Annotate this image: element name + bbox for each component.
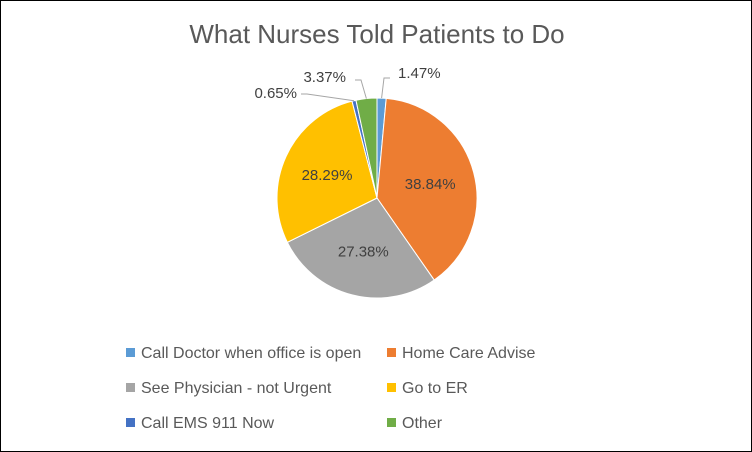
data-label-0: 1.47% xyxy=(398,65,441,82)
legend-label-2: See Physician - not Urgent xyxy=(141,380,332,397)
legend-swatch-3 xyxy=(387,383,396,393)
legend-item-4: Call EMS 911 Now xyxy=(126,415,274,433)
pie-slice-1 xyxy=(376,97,478,281)
data-label-3: 28.29% xyxy=(302,167,353,184)
legend-label-4: Call EMS 911 Now xyxy=(141,415,275,432)
data-label-1: 38.84% xyxy=(405,176,456,193)
legend-label-5: Other xyxy=(402,415,443,432)
data-label-4: 0.65% xyxy=(254,85,297,102)
leader-line-5 xyxy=(355,79,367,99)
pie-slice-2 xyxy=(286,197,435,299)
legend-swatch-1 xyxy=(387,348,396,358)
leader-line-0 xyxy=(381,77,390,99)
legend-item-5: Other xyxy=(387,415,442,433)
data-label-2: 27.38% xyxy=(338,243,389,260)
legend-item-2: See Physician - not Urgent xyxy=(126,380,331,398)
data-label-5: 3.37% xyxy=(303,69,346,86)
legend-item-1: Home Care Advise xyxy=(387,345,535,363)
legend-label-1: Home Care Advise xyxy=(402,345,536,362)
pie-slice-3 xyxy=(276,100,378,244)
legend-label-3: Go to ER xyxy=(402,380,468,397)
legend-label-0: Call Doctor when office is open xyxy=(141,345,362,362)
legend-item-0: Call Doctor when office is open xyxy=(126,345,361,363)
legend-item-3: Go to ER xyxy=(387,380,468,398)
leader-line-4 xyxy=(301,93,355,102)
legend-swatch-4 xyxy=(126,418,135,428)
legend-swatch-0 xyxy=(126,348,135,358)
chart-title: What Nurses Told Patients to Do xyxy=(189,19,565,49)
legend-swatch-5 xyxy=(387,418,396,428)
legend-swatch-2 xyxy=(126,383,135,393)
